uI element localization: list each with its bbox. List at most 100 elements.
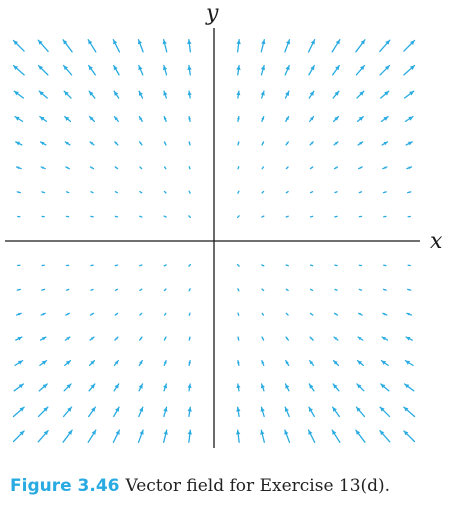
- field-arrow-head: [163, 360, 167, 364]
- field-arrow-head: [409, 91, 414, 96]
- field-arrow-head: [139, 166, 142, 169]
- field-arrow: [13, 383, 25, 392]
- field-arrow-head: [42, 383, 48, 389]
- field-arrow-head: [383, 289, 386, 291]
- field-arrow: [284, 90, 290, 99]
- field-arrow-head: [43, 430, 49, 436]
- field-arrow: [356, 359, 364, 367]
- field-arrow-head: [334, 116, 339, 121]
- field-arrow-head: [66, 215, 68, 218]
- field-arrow-head: [42, 289, 45, 291]
- field-arrow-head: [89, 116, 94, 121]
- figure-caption: Figure 3.46 Vector field for Exercise 13(…: [10, 476, 470, 496]
- field-arrow: [332, 359, 340, 367]
- field-arrow: [39, 115, 48, 123]
- field-arrow: [260, 64, 266, 76]
- field-arrow: [162, 39, 168, 53]
- field-arrow: [188, 215, 192, 219]
- field-arrow-head: [380, 383, 386, 389]
- field-arrow-head: [409, 65, 415, 70]
- field-arrow-head: [403, 430, 409, 436]
- field-arrow-head: [359, 289, 361, 291]
- field-arrow: [285, 166, 289, 170]
- field-arrow-head: [164, 313, 166, 315]
- field-arrow: [113, 115, 119, 123]
- field-arrow: [39, 141, 47, 146]
- field-arrow-head: [286, 337, 289, 340]
- field-arrow-head: [164, 191, 166, 193]
- field-arrow: [334, 288, 338, 291]
- field-arrow-head: [360, 191, 362, 193]
- field-arrow-head: [18, 312, 22, 316]
- field-arrow: [405, 141, 413, 146]
- field-arrow-head: [403, 407, 409, 412]
- field-arrow-head: [187, 39, 192, 45]
- field-arrow: [380, 115, 389, 123]
- field-arrow-head: [38, 40, 43, 45]
- field-arrow-head: [260, 407, 265, 412]
- field-arrow: [112, 39, 121, 53]
- field-arrow: [188, 141, 191, 146]
- field-arrow-head: [359, 166, 363, 169]
- field-arrow-head: [237, 141, 240, 144]
- field-arrow-head: [310, 166, 313, 169]
- field-arrow: [187, 90, 192, 99]
- field-arrow-head: [286, 216, 289, 218]
- field-arrow: [236, 263, 240, 267]
- field-arrow-head: [310, 141, 314, 145]
- field-arrow-head: [115, 215, 117, 218]
- field-arrow: [89, 312, 95, 316]
- field-arrow: [334, 191, 338, 194]
- field-arrow: [284, 39, 291, 53]
- field-arrow: [332, 115, 340, 123]
- field-arrow: [356, 115, 364, 123]
- field-arrow: [236, 39, 241, 53]
- field-arrow: [382, 312, 388, 316]
- field-arrow: [403, 406, 416, 418]
- field-arrow-head: [114, 383, 119, 389]
- field-arrow-head: [285, 383, 290, 389]
- field-arrow-head: [309, 91, 314, 96]
- field-arrow-head: [163, 407, 168, 412]
- field-arrow: [139, 312, 143, 316]
- field-arrow: [237, 336, 240, 341]
- field-arrow-head: [262, 216, 264, 218]
- field-arrow: [41, 264, 45, 267]
- field-arrow-head: [309, 116, 314, 121]
- field-arrow-head: [163, 116, 167, 120]
- field-arrow-head: [404, 383, 410, 389]
- field-arrow: [380, 383, 390, 392]
- field-arrow: [381, 336, 389, 341]
- field-arrow: [308, 406, 315, 418]
- field-arrow: [37, 429, 49, 443]
- field-arrow-head: [91, 289, 94, 291]
- field-arrow-head: [115, 191, 117, 193]
- field-arrow: [237, 312, 240, 316]
- field-arrow-head: [163, 430, 168, 435]
- field-arrow: [285, 215, 289, 218]
- field-arrow: [14, 359, 24, 367]
- field-arrow-head: [408, 116, 414, 121]
- field-arrow-head: [262, 313, 264, 315]
- field-arrow: [64, 336, 71, 341]
- field-arrow: [382, 288, 387, 291]
- field-arrow-head: [334, 264, 337, 267]
- field-arrow-head: [91, 313, 94, 316]
- field-arrow: [261, 166, 265, 170]
- field-arrow: [163, 429, 168, 443]
- field-arrow: [358, 215, 363, 218]
- field-arrow: [41, 215, 45, 218]
- field-arrow: [285, 264, 289, 267]
- field-arrow-head: [42, 313, 46, 316]
- field-arrow-head: [261, 141, 264, 145]
- field-arrow: [403, 64, 416, 76]
- field-arrow: [237, 166, 240, 170]
- field-arrow-head: [358, 337, 362, 341]
- field-arrow: [39, 359, 48, 367]
- field-arrow-head: [383, 264, 385, 267]
- field-arrow-head: [164, 264, 167, 267]
- field-arrow: [260, 383, 265, 392]
- field-arrow: [357, 141, 364, 146]
- field-arrow-head: [286, 191, 289, 193]
- field-arrow: [65, 215, 70, 218]
